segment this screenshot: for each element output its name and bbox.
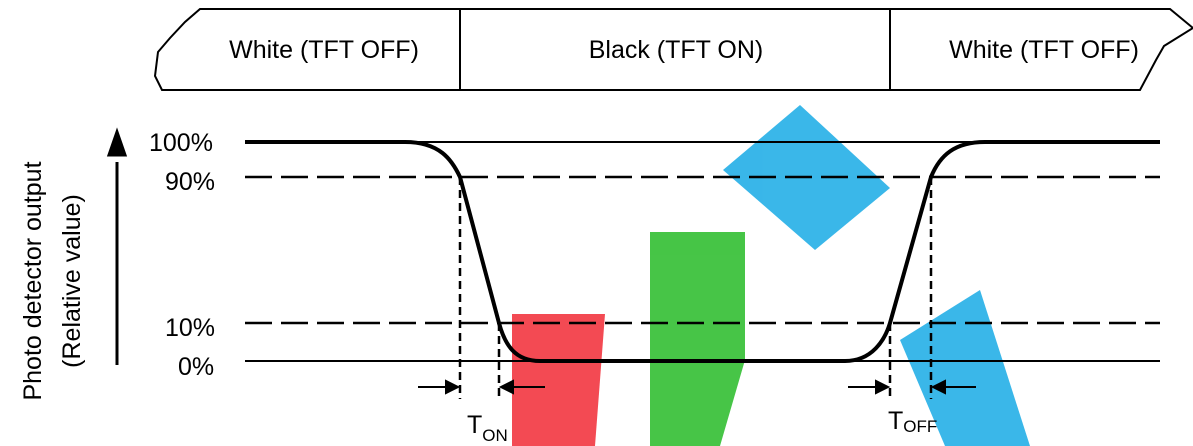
vertical-axis-arrow-icon [106,127,128,157]
band-outline [153,8,1193,91]
state-label-black-on: Black (TFT ON) [589,36,764,64]
t-off-right-arrow-icon [930,379,946,395]
watermark-red-stroke [512,314,605,446]
axis-label-line-1: Photo detector output [19,161,47,400]
watermark-blue-stroke-lower [900,290,1030,446]
vertical-axis [106,127,128,365]
t-on-right-arrow-icon [498,379,514,395]
t-on-main: T [467,411,482,439]
t-off-label: TOFF [888,407,937,436]
t-on-subscript: ON [482,426,508,445]
t-off-main: T [888,407,903,435]
luxy-watermark-icon [512,105,1030,446]
state-label-white-off-left: White (TFT OFF) [229,36,419,64]
axis-label-line-2: (Relative value) [58,194,86,368]
level-label-10: 10% [165,314,215,342]
timing-markers [458,177,933,399]
t-off-left-arrow-icon [875,379,891,395]
t-off-subscript: OFF [903,417,937,436]
level-label-0: 0% [178,353,214,381]
photo-response-curve [245,140,1160,363]
t-on-dimension [418,379,545,395]
level-label-90: 90% [165,168,215,196]
t-on-label: TON [467,411,508,445]
t-on-left-arrow-icon [445,379,461,395]
level-label-100: 100% [149,129,213,157]
state-band [153,8,1193,91]
state-label-white-off-right: White (TFT OFF) [949,36,1139,64]
t-off-dimension [848,379,976,395]
watermark-green-stroke [650,232,745,446]
